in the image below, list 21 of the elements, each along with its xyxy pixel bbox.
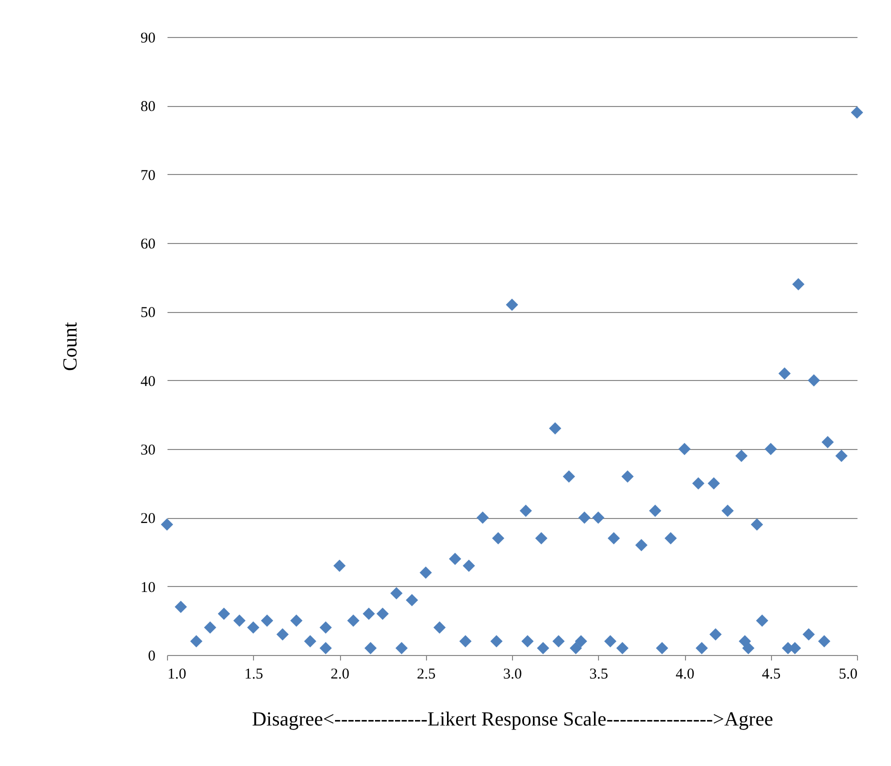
y-tick-label: 40 <box>140 374 156 390</box>
x-tick-label: 4.5 <box>762 666 781 682</box>
y-tick-label: 80 <box>140 99 156 116</box>
x-tick-label: 3.0 <box>503 666 522 682</box>
y-tick-label: 10 <box>140 580 156 596</box>
y-tick-label: 60 <box>140 236 156 252</box>
y-tick-label: 90 <box>140 30 156 46</box>
x-tick-label: 3.5 <box>589 666 608 682</box>
y-axis-title: Count <box>60 322 82 371</box>
x-tick-label: 1.0 <box>168 666 186 682</box>
y-tick-label: 50 <box>140 305 156 322</box>
x-tick-label: 5.0 <box>838 666 858 682</box>
y-tick-label: 20 <box>140 511 156 528</box>
x-tick-label: 2.0 <box>330 666 350 682</box>
x-tick-label: 1.5 <box>244 666 264 682</box>
y-tick-label: 0 <box>148 648 156 664</box>
x-tick-label: 4.0 <box>676 666 694 682</box>
y-tick-label: 30 <box>140 442 156 458</box>
y-tick-label: 70 <box>140 168 156 184</box>
x-axis-title: Disagree<--------------Likert Response Scale---------------->Agree <box>252 708 774 730</box>
x-tick-label: 2.5 <box>416 666 436 682</box>
